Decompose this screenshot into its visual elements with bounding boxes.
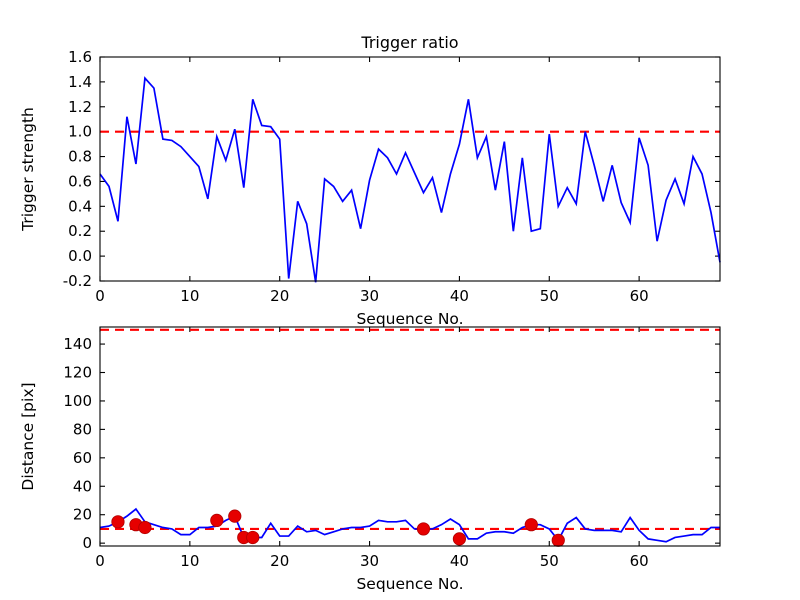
- yticklabel-distance-pix-0: 0: [82, 534, 92, 552]
- yticklabel-distance-pix-3: 60: [73, 449, 92, 467]
- xticklabel-distance-pix-4: 40: [450, 552, 469, 570]
- yticklabel-trigger-ratio-6: 1.0: [68, 123, 92, 141]
- xticklabel-trigger-ratio-0: 0: [95, 287, 105, 305]
- yticklabel-distance-pix-6: 120: [63, 364, 92, 382]
- data-marker: [111, 515, 125, 529]
- data-marker: [452, 532, 467, 546]
- data-marker: [246, 530, 260, 545]
- data-marker: [416, 522, 431, 536]
- axes-frame-trigger-ratio: [99, 56, 721, 282]
- xticklabel-trigger-ratio-5: 50: [540, 287, 559, 305]
- xticklabel-trigger-ratio-3: 30: [360, 287, 379, 305]
- yticklabel-distance-pix-2: 40: [73, 477, 92, 495]
- data-marker: [210, 513, 224, 528]
- yticklabel-distance-pix-1: 20: [73, 506, 92, 524]
- yticklabel-distance-pix-5: 100: [63, 392, 92, 410]
- yticklabel-trigger-ratio-3: 0.4: [68, 197, 92, 215]
- xticklabel-distance-pix-3: 30: [360, 552, 379, 570]
- xticklabel-trigger-ratio-6: 60: [630, 287, 649, 305]
- axes-trigger-ratio: 0 10 20 30 40 50 60 -0.2 0.0 0.2 0.4 0.6 0.8 1.0 1.2 1.…: [19, 33, 721, 328]
- data-marker: [524, 518, 538, 532]
- yticklabel-trigger-ratio-5: 0.8: [68, 148, 92, 166]
- yticklabel-trigger-ratio-8: 1.4: [68, 73, 92, 91]
- yaxis-label-trigger-ratio: Trigger strength: [19, 107, 37, 232]
- yticklabel-trigger-ratio-1: 0.0: [68, 247, 92, 265]
- xticklabel-trigger-ratio-1: 10: [180, 287, 199, 305]
- yticklabel-distance-pix-4: 80: [73, 420, 92, 438]
- xaxis-label-trigger-ratio: Sequence No.: [356, 310, 463, 328]
- data-marker: [551, 533, 565, 547]
- xticklabel-distance-pix-6: 60: [630, 552, 649, 570]
- data-line-distance-pix: [99, 507, 720, 543]
- yticklabel-distance-pix-7: 140: [63, 335, 92, 353]
- yticklabel-trigger-ratio-0: -0.2: [63, 272, 92, 290]
- plot-background-trigger-ratio: [100, 57, 720, 281]
- yticklabel-trigger-ratio-9: 1.6: [68, 48, 92, 66]
- yaxis-label-distance-pix: Distance [pix]: [19, 382, 37, 490]
- plot-background-distance-pix: [100, 327, 720, 546]
- xticklabel-trigger-ratio-4: 40: [450, 287, 469, 305]
- xticklabel-trigger-ratio-2: 20: [270, 287, 289, 305]
- axes-distance-pix: 0 10 20 30 40 50 60 0 20 40 60 80 100 120 140 Sequence …: [19, 326, 721, 593]
- yticklabel-trigger-ratio-4: 0.6: [68, 172, 92, 190]
- data-marker: [138, 520, 152, 535]
- data-line-trigger-ratio: [99, 76, 721, 283]
- xticklabel-distance-pix-1: 10: [180, 552, 199, 570]
- plot-title-trigger-ratio: Trigger ratio: [360, 33, 458, 52]
- yticklabel-trigger-ratio-7: 1.2: [68, 98, 92, 116]
- xticklabel-distance-pix-2: 20: [270, 552, 289, 570]
- axes-frame-distance-pix: [99, 326, 721, 547]
- data-marker: [228, 509, 242, 523]
- xaxis-label-distance-pix: Sequence No.: [356, 575, 463, 593]
- xticklabel-distance-pix-0: 0: [95, 552, 105, 570]
- xticklabel-distance-pix-5: 50: [540, 552, 559, 570]
- yticklabel-trigger-ratio-2: 0.2: [68, 222, 92, 240]
